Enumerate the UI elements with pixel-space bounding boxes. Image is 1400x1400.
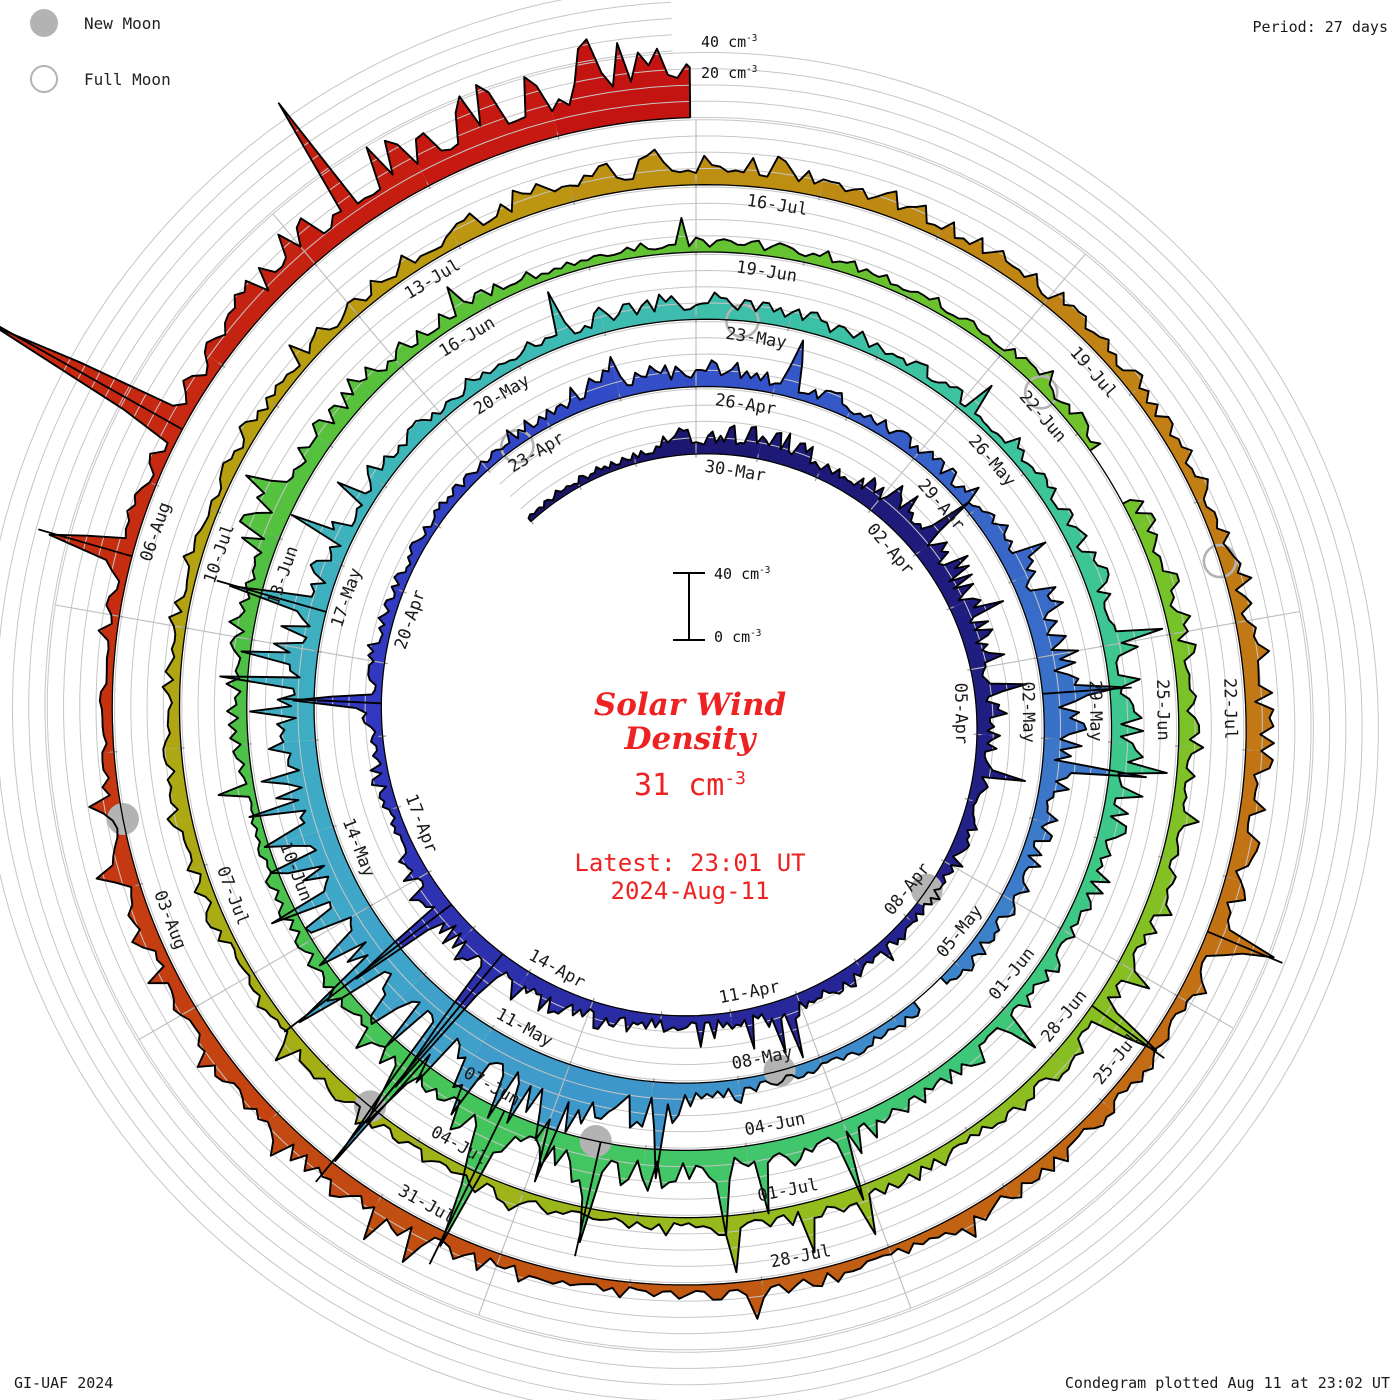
credit-label: GI-UAF 2024 bbox=[14, 1374, 114, 1392]
grid-spoke bbox=[478, 1001, 594, 1316]
grid-spoke bbox=[970, 610, 1300, 671]
grid-ring bbox=[0, 1, 1363, 1400]
overshoot-spike bbox=[356, 1057, 419, 1132]
scale-label-0: 0 cm-3 bbox=[714, 628, 762, 646]
spiral-density-fills bbox=[0, 39, 1274, 1319]
overshoot-spike bbox=[280, 697, 382, 705]
end-ring-label-20: 20 cm-3 bbox=[701, 64, 758, 82]
date-label: 22-Jul bbox=[1219, 678, 1240, 740]
overshoot-spike bbox=[38, 528, 133, 558]
center-annotation: Solar Wind Density 31 cm-3 Latest: 23:01… bbox=[574, 688, 805, 905]
period-label: Period: 27 days bbox=[1252, 18, 1388, 36]
overshoot-spike bbox=[0, 325, 183, 431]
date-label: 02-May bbox=[1017, 681, 1038, 743]
density-outline bbox=[0, 38, 1275, 1320]
grid-spoke bbox=[870, 253, 1086, 511]
date-label: 05-Apr bbox=[950, 683, 971, 745]
overshoot-spike bbox=[283, 944, 399, 1033]
overshoot-spike bbox=[574, 1141, 602, 1257]
spiral-ink bbox=[0, 38, 1283, 1320]
scale-label-40: 40 cm-3 bbox=[714, 565, 771, 583]
overshoot-spike bbox=[1091, 1004, 1165, 1059]
grid-spoke bbox=[795, 994, 912, 1309]
overshoot-spike bbox=[1042, 686, 1132, 695]
legend-full-moon: Full Moon bbox=[30, 64, 171, 94]
new-moon-label: New Moon bbox=[84, 13, 162, 33]
grid-ring bbox=[11, 18, 1347, 1386]
legend-new-moon: New Moon bbox=[30, 8, 161, 38]
end-ring-label-40: 40 cm-3 bbox=[701, 33, 758, 51]
chart-title-line2: Density bbox=[624, 721, 756, 757]
overshoot-spike bbox=[428, 1110, 506, 1265]
plotted-label: Condegram plotted Aug 11 at 23:02 UT bbox=[1064, 1374, 1390, 1392]
date-label: 29-May bbox=[1085, 680, 1106, 742]
latest-density-value: 31 cm-3 bbox=[634, 768, 746, 803]
overshoot-spike bbox=[216, 579, 327, 613]
center-scale-bar bbox=[673, 572, 705, 641]
grid-spoke bbox=[943, 860, 1234, 1029]
full-moon-marker bbox=[1202, 543, 1238, 579]
full-moon-icon bbox=[30, 65, 58, 93]
date-label: 22-Jun bbox=[1015, 387, 1070, 446]
date-label: 19-Jul bbox=[1066, 343, 1121, 402]
new-moon-icon bbox=[30, 9, 58, 37]
grid-spoke bbox=[272, 213, 489, 471]
chart-title-line1: Solar Wind bbox=[593, 687, 787, 723]
overshoot-spike bbox=[1207, 930, 1283, 964]
full-moon-marker bbox=[1023, 374, 1059, 410]
full-moon-label: Full Moon bbox=[84, 69, 171, 89]
date-label: 25-Jun bbox=[1152, 679, 1173, 741]
latest-timestamp: Latest: 23:01 UT 2024-Aug-11 bbox=[574, 849, 806, 905]
grid-spoke bbox=[138, 871, 429, 1040]
spiral-baseline bbox=[111, 116, 1247, 1286]
